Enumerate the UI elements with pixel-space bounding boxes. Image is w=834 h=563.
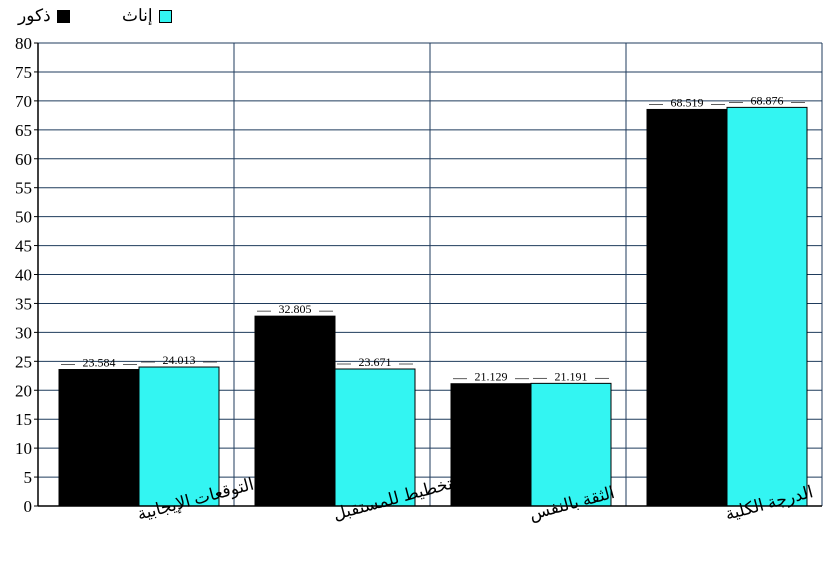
legend-item-males: ذكور	[18, 6, 70, 26]
y-tick-label-11: 55	[15, 179, 32, 198]
bar-males-0	[58, 369, 140, 507]
y-tick-label-8: 40	[15, 266, 32, 285]
legend-swatch-females	[158, 9, 172, 23]
value-label-females-2: 21.191	[555, 369, 588, 383]
legend-label-females: إناث	[122, 6, 153, 25]
bar-females-2	[530, 382, 612, 507]
y-tick-label-14: 70	[15, 92, 32, 111]
y-tick-label-3: 15	[15, 410, 32, 429]
value-label-males-1: 32.805	[279, 302, 312, 316]
value-label-females-0: 24.013	[163, 353, 196, 367]
legend-label-males: ذكور	[18, 6, 51, 25]
value-label-males-0: 23.584	[83, 356, 116, 370]
bar-males-3	[646, 108, 728, 507]
legend-swatch-males	[56, 9, 70, 23]
y-tick-label-9: 45	[15, 237, 32, 256]
y-tick-label-12: 60	[15, 150, 32, 169]
y-tick-label-2: 10	[15, 439, 32, 458]
y-tick-label-13: 65	[15, 121, 32, 140]
bar-males-2	[450, 383, 532, 507]
y-tick-label-10: 50	[15, 208, 32, 227]
y-tick-label-0: 0	[24, 497, 33, 516]
y-tick-label-6: 30	[15, 323, 32, 342]
y-tick-label-5: 25	[15, 352, 32, 371]
value-label-males-3: 68.519	[671, 95, 704, 109]
value-label-females-3: 68.876	[751, 93, 784, 107]
y-tick-label-4: 20	[15, 381, 32, 400]
y-tick-label-15: 75	[15, 63, 32, 82]
bar-females-0	[138, 366, 220, 507]
legend-item-females: إناث	[122, 6, 172, 26]
value-label-males-2: 21.129	[475, 370, 508, 384]
y-tick-label-16: 80	[15, 34, 32, 53]
y-tick-label-7: 35	[15, 294, 32, 313]
bar-females-1	[334, 368, 416, 507]
bar-females-3	[726, 106, 808, 507]
y-tick-label-1: 5	[24, 468, 33, 487]
bar-males-1	[254, 315, 336, 507]
value-label-females-1: 23.671	[359, 355, 392, 369]
